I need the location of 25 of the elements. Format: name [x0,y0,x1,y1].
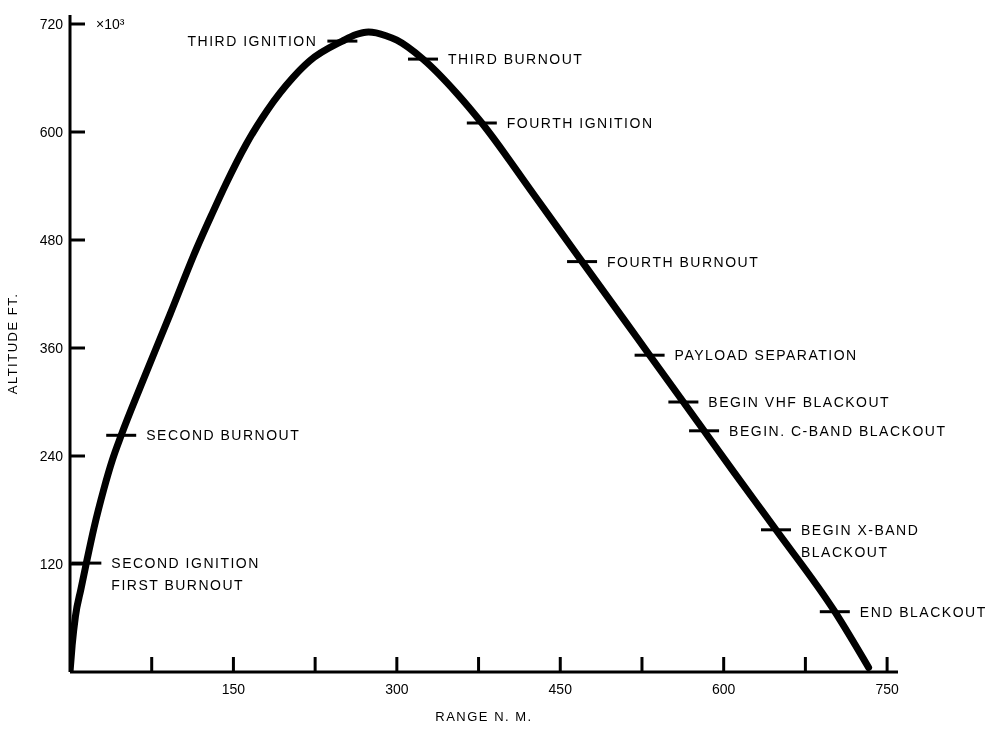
annotation: BEGIN X-BAND BLACKOUT [800,521,920,560]
annotation: FOURTH IGNITION [506,115,654,131]
annotation: BEGIN. C-BAND BLACKOUT [729,422,947,439]
annotation: SECOND IGNITION FIRST BURNOUT [111,555,260,594]
y-tick-label: 720 [39,15,64,32]
annotation: THIRD BURNOUT [447,51,584,68]
x-tick-label: 300 [385,680,409,697]
annotation: ×10³ [96,15,125,34]
y-tick-label: 600 [39,123,64,140]
x-tick-label: 450 [548,680,573,697]
y-tick-label: 120 [39,555,64,572]
annotation: PAYLOAD SEPARATION [674,347,858,364]
x-tick-label: 600 [712,680,736,697]
annotation: THIRD IGNITION [187,33,318,50]
x-tick-label: 150 [221,680,246,697]
annotation: BEGIN VHF BLACKOUT [708,394,891,410]
annotation: SECOND BURNOUT [146,427,301,444]
y-tick-label: 480 [39,231,64,248]
y-tick-label: 240 [39,447,64,464]
annotation: END BLACKOUT [859,603,987,620]
x-tick-label: 750 [875,680,899,697]
x-axis-title: RANGE N. M. [435,709,533,724]
y-axis-title: ALTITUDE FT. [4,292,20,395]
annotation: FOURTH BURNOUT [607,253,760,270]
y-tick-label: 360 [39,339,64,356]
